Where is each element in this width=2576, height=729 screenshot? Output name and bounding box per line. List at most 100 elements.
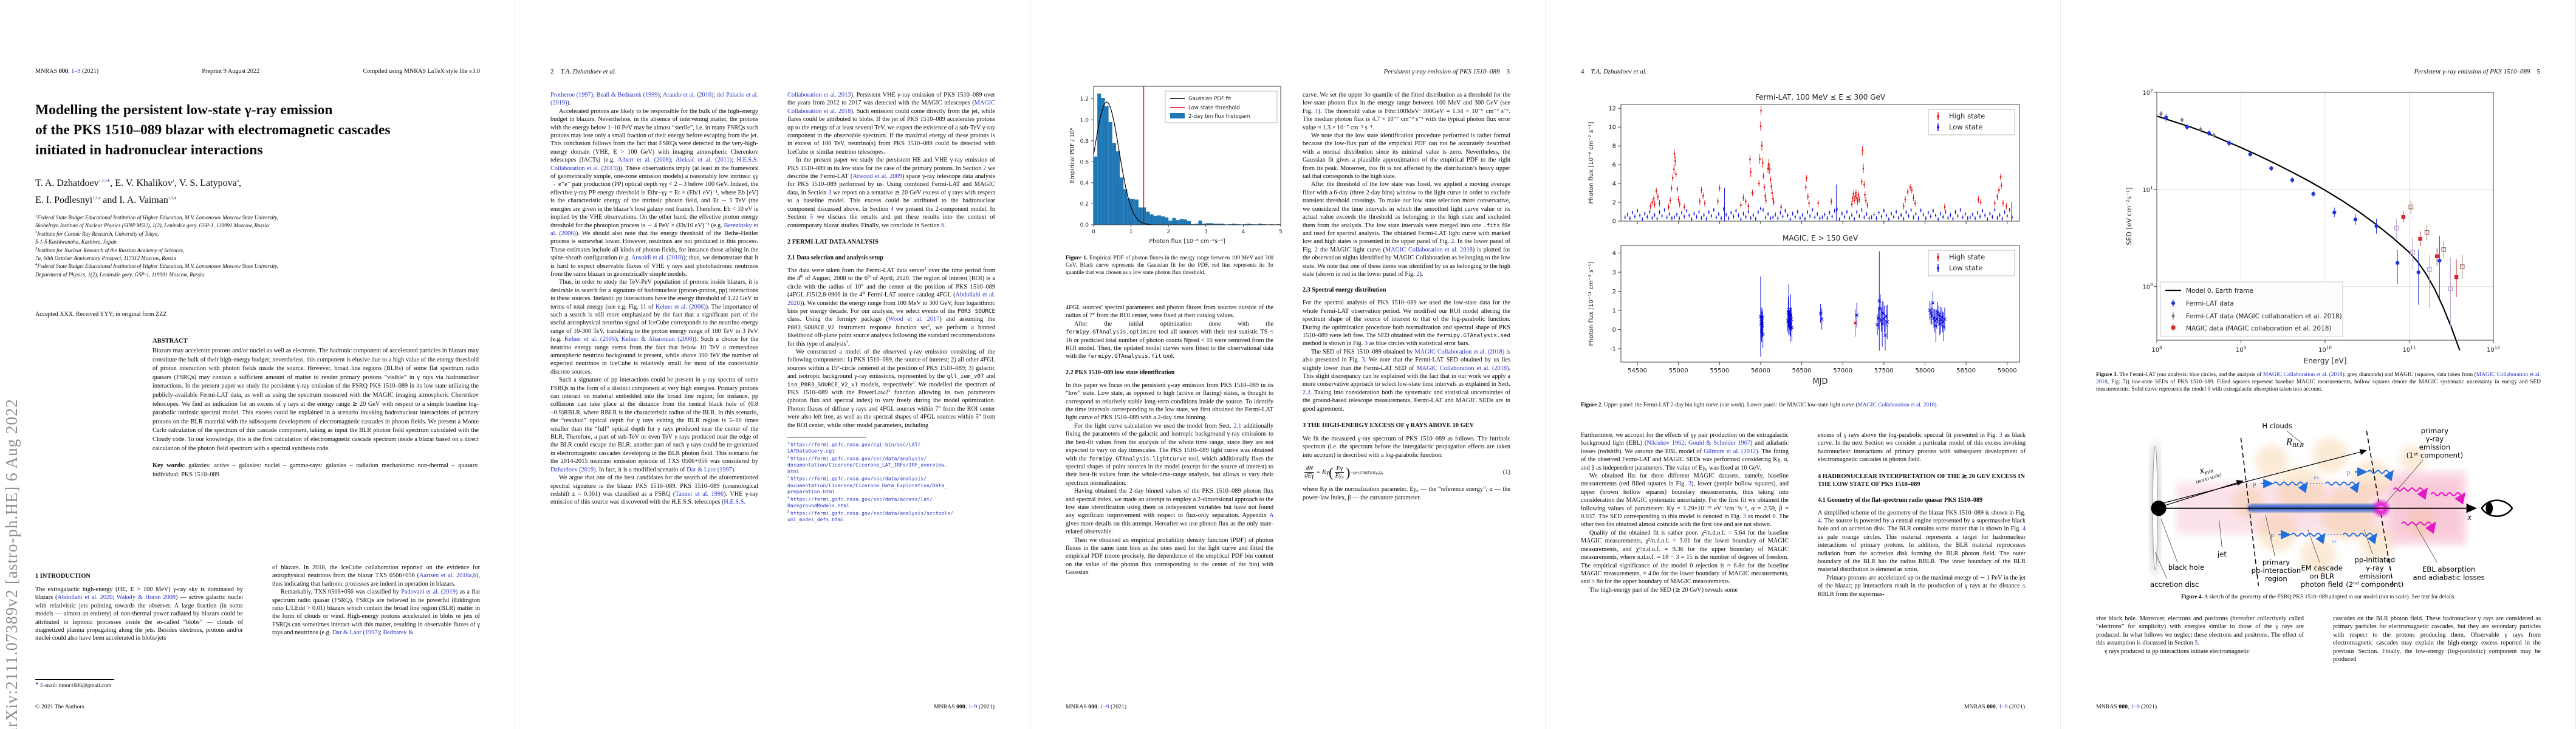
citation-link[interactable]: 1–9 [2130,703,2140,710]
text: MNRAS [35,68,59,75]
citation-link[interactable]: 4 [1818,518,1821,525]
footnote-url[interactable]: html [787,468,800,474]
citation-link[interactable]: 2 [1451,238,1454,245]
abstract-block: ABSTRACT Blazars may accelerate protons … [152,338,479,479]
text: Quality of the obtained fit is rather po… [1581,529,1789,586]
citation-link[interactable]: H.E.S.S. Collaboration et al. (2013) [550,157,758,172]
footnote-url[interactable]: documentation/Cicerone/Cicerone_LAT_IRFs… [787,462,948,468]
citation-link[interactable]: 3 [1364,340,1368,347]
citation-link[interactable]: Bednarek & [383,629,414,637]
citation-link[interactable]: Dar & Laor (1997) [687,466,735,473]
line: Skobeltsyn Institute of Nuclear Physics … [35,222,473,230]
text: ), lower (purple hollow squares), and up… [1581,481,1789,521]
citation-link[interactable]: Nikishov 1962 [1646,440,1685,447]
citation-link[interactable]: A [1269,512,1273,519]
citation-link[interactable]: MAGIC Collaboration et al. 2018 [1857,402,1935,408]
citation-link[interactable]: 1–9 [968,703,978,710]
citation-link[interactable]: MAGIC Collaboration et al. (2018) [1414,348,1505,355]
svg-text:57500: 57500 [1874,368,1894,374]
citation-link[interactable]: Ansoldi et al. (2018) [631,255,683,262]
citation-link[interactable]: Berezinsky et al. (2006) [550,222,758,237]
citation-link[interactable]: Abdollahi et al. 2020 [57,594,113,601]
svg-text:0.8: 0.8 [1080,139,1089,145]
citation-link[interactable]: Protheroe (1997) [550,92,594,98]
citation-link[interactable]: 2 [1315,246,1318,253]
citation-link[interactable]: 1–9 [1998,703,2008,710]
citation-link[interactable]: Wood et al. 2017 [888,316,940,323]
text: . The source is powered by a central eng… [1818,518,2026,533]
citation-link[interactable]: 6 [941,222,945,229]
page5-col2: cascades on the BLR photon field. These … [2333,615,2541,700]
footnote-url[interactable]: 1 https://fermi.gsfc.nasa.gov/cgi-bin/ssc… [787,441,921,448]
citation-link[interactable]: MAGIC Collaboration et al. (2018) [2263,372,2345,378]
citation-link[interactable]: MAGIC Collaboration et al. 2018 [2096,372,2541,385]
citation-link[interactable]: 3 [828,189,832,196]
citation-link[interactable]: del Palacio et al. (2019) [550,92,758,107]
citation-link[interactable]: 2.1 [1233,422,1242,430]
text: MNRAS [933,703,957,710]
citation-link[interactable]: 1–9 [1100,703,1109,710]
citation-link[interactable]: Abdollahi et al. 2020 [787,292,995,307]
citation-link[interactable]: 3 [1362,357,1365,364]
page4-col1: Furthermore, we account for the effects … [1581,431,1789,702]
citation-link[interactable]: Padovani et al. (2019) [401,589,458,596]
citation-link[interactable]: 3 [1688,481,1692,488]
citation-link[interactable]: Wakely & Horan 2008 [116,594,176,601]
citation-link[interactable]: Aartsen et al. 2018a,b [419,572,476,580]
citation-link[interactable]: 1–9 [71,68,81,75]
citation-link[interactable]: 2 [983,165,987,172]
citation-link[interactable]: MAGIC Collaboration et al. 2018 [1385,246,1473,253]
citation-link[interactable]: MAGIC Collaboration et al. (2018) [1416,364,1509,372]
svg-text:5: 5 [1279,229,1283,235]
citation-link[interactable]: Albert et al. (2008) [617,157,671,164]
citation-link[interactable]: Kelner et al. (2006) [655,303,706,310]
footnote-url[interactable]: xml_model_defs.html [787,516,844,522]
page2-columns: Protheroe (1997); Beall & Bednarek (1999… [550,91,995,701]
page1-columns: 1 INTRODUCTION The extragalactic high-ene… [35,564,480,668]
footnote-url[interactable]: LATDataQuery.cgi [787,448,835,454]
citation-link[interactable]: Dzhatdoev (2019) [550,466,596,473]
footnote-url[interactable]: documentation/Cicerone/Cicerone_Data_Exp… [787,482,948,488]
citation-link[interactable]: Beall & Bednarek (1999) [596,92,660,98]
paper-title: Modelling the persistent low-state γ-ray… [35,100,473,160]
citation-link[interactable]: Collaboration et al. 2013 [787,92,851,98]
citation-link[interactable]: Aleksić et al. (2011) [675,157,732,164]
citation-link[interactable]: Atwood et al. 2009 [852,173,902,180]
page2-running-head: 2 T.A. Dzhatdoev et al. [550,68,617,75]
citation-link[interactable]: 2 [1416,270,1420,278]
citation-link[interactable]: Gilmore et al. (2012) [1704,448,1758,455]
citation-link[interactable]: 4 [890,205,894,213]
footnote-url[interactable]: preparation.html [787,488,835,495]
citation-link[interactable]: 4 [2022,525,2026,533]
citation-link[interactable]: 2.2 [1303,389,1310,396]
citation-link[interactable]: 3 [1999,432,2002,439]
citation-link[interactable]: 5 [2194,640,2198,647]
citation-link[interactable]: 5 [810,214,814,221]
citation-link[interactable]: 1 [1315,108,1318,115]
citation-link[interactable]: MAGIC Collaboration et al. 2018 [787,100,995,115]
page3-footer: MNRAS 000, 1–9 (2021) [1066,703,1126,710]
citation-link[interactable]: Kelner et al. (2006) [564,336,617,343]
section-heading: 3 THE HIGH-ENERGY EXCESS OF γ RAYS ABOVE… [1303,422,1475,430]
citation-link[interactable]: Gould & Schréder 1967 [1688,440,1751,447]
citation-link[interactable]: H.E.S.S. [724,499,745,506]
abstract-text: Blazars may accelerate protons and/or nu… [152,347,479,453]
footnote-url[interactable]: 5 https://fermi.gsfc.nasa.gov/ssc/data/an… [787,510,954,516]
paragraph: Remarkably, TXS 0506+056 was classified … [272,588,480,637]
citation-link[interactable]: Dar & Laor (1997) [332,629,380,637]
citation-link[interactable]: Kelner & Aharonian (2008) [621,336,694,343]
citation-link[interactable]: Araudo et al. (2010) [662,92,714,98]
xmin-arrow [2163,480,2244,507]
paragraph: γ rays produced in pp interactions initi… [2096,648,2304,655]
footnote-url[interactable]: 3 https://fermi.gsfc.nasa.gov/ssc/data/an… [787,476,927,482]
footnote-url[interactable]: 2 https://fermi.gsfc.nasa.gov/ssc/data/an… [787,455,927,462]
citation-link[interactable]: Tanner et al. 1996 [675,490,724,498]
paragraph: Thus, in order to study the TeV-PeV popu… [550,278,758,376]
code-text: fermipy.GTAnalysis.fit [1088,353,1162,360]
proton-label-3: p [2347,470,2350,476]
keywords: Key words: galaxies: active – galaxies: … [152,462,479,479]
footnote-url[interactable]: 4 https://fermi.gsfc.nasa.gov/ssc/data/ac… [787,496,933,502]
footnote-url[interactable]: BackgroundModels.html [787,502,850,509]
citation-link[interactable]: 3 [1742,513,1746,521]
